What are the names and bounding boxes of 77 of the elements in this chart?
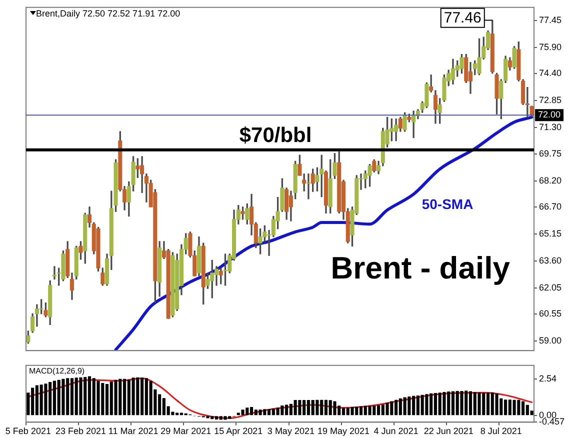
bar [478,392,481,416]
bar [342,408,346,416]
x-tick-label: 19 May 2021 [317,426,370,436]
bar [96,380,100,416]
bar [298,400,302,416]
bar [105,384,109,416]
bar [224,416,227,420]
bar [403,397,406,416]
series-label: 50-SMA [422,196,474,212]
chart-title: MACD(12,26,9) [29,366,85,376]
annotation: Brent - daily [330,250,511,286]
bar [451,391,455,416]
bar [214,416,218,420]
bar [468,391,472,416]
bar [512,400,516,416]
y-tick-label: 72.85 [539,94,562,105]
bar [276,408,280,416]
bar [149,380,152,416]
bar [136,377,140,416]
bar [350,407,354,416]
y-tick-label: 68.20 [539,176,562,186]
bar [132,378,135,416]
annotation: 77.46 [444,10,482,27]
bar [79,377,82,416]
y-tick-label: 71.30 [539,122,562,132]
ref-line-label: $70/bbl [239,124,312,148]
line-series [27,378,533,420]
y-tick-label: 69.75 [539,148,562,159]
y-tick-label: 59.00 [539,336,562,346]
bar [408,396,411,416]
bar [280,405,284,416]
bar [114,380,118,416]
bar [386,402,389,416]
bar [460,390,464,416]
x-tick-label: 15 Apr 2021 [214,426,263,436]
bar [390,401,394,416]
bar [70,378,74,416]
y-tick-label: -0.457 [539,416,565,427]
bar [420,394,424,416]
bar [324,400,328,416]
y-tick-label: 60.55 [539,308,562,319]
candlestick [306,174,310,200]
bar [368,406,372,416]
x-tick-label: 5 Feb 2021 [5,426,51,436]
bar [44,384,48,416]
ref-line-label: 72.00 [538,110,561,120]
bar [486,392,490,416]
bar [359,406,363,416]
y-tick-label: 66.70 [539,202,562,212]
bar [40,384,43,416]
x-tick-label: 22 Jun 2021 [424,426,474,436]
bar [333,401,336,416]
bar [442,392,446,416]
y-tick-label: 62.05 [539,282,562,293]
x-tick-label: 3 May 2021 [267,426,314,436]
bar [517,400,520,416]
bar [263,409,266,416]
x-tick-label: 23 Feb 2021 [55,426,106,436]
bar [88,376,92,416]
y-tick-label: 74.40 [539,68,562,78]
y-tick-label: 75.90 [539,42,562,52]
x-tick-label: 4 Jun 2021 [374,426,418,436]
x-tick-label: 11 Mar 2021 [108,426,158,436]
bar [294,400,297,416]
bar [495,393,498,416]
y-tick-label: 2.54 [539,374,557,384]
x-tick-label: 29 Mar 2021 [160,426,212,436]
chart-title: Brent,Daily 72.50 72.52 71.91 72.00 [36,8,180,18]
y-tick-label: 77.45 [539,14,562,25]
bar [241,410,244,416]
y-tick-label: 65.15 [539,228,562,239]
bar [62,378,65,416]
bar [258,410,262,416]
bar [316,400,319,416]
bar [425,394,428,416]
x-tick-label: 8 Jul 2021 [480,426,522,436]
y-tick-label: 63.60 [539,256,562,266]
